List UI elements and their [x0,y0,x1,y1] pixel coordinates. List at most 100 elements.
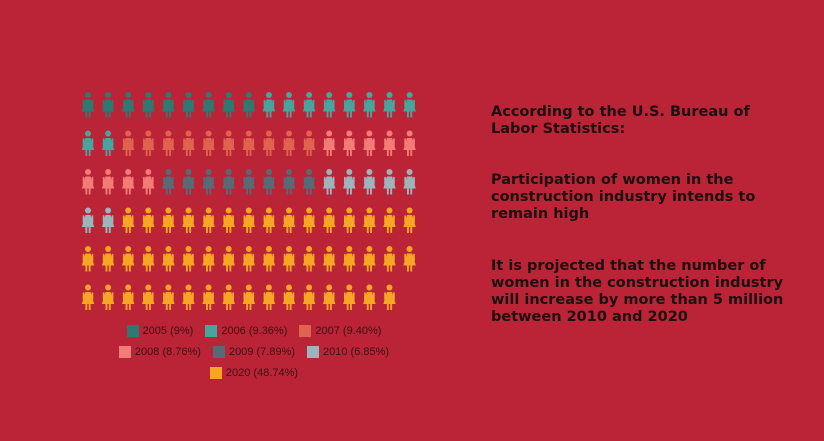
woman-icon [302,284,316,310]
legend-item-2008: 2008 (8.76%) [118,346,201,358]
legend-swatch-2007 [299,325,312,337]
woman-icon [343,169,356,195]
woman-icon [162,92,175,118]
woman-icon [403,130,416,156]
woman-icon [403,92,416,118]
woman-icon [122,169,135,195]
woman-icon [363,284,376,310]
legend-swatch-2009 [212,346,225,358]
woman-icon [122,92,135,118]
legend-swatch-2005 [126,325,139,337]
woman-icon [222,207,235,233]
legend-label-2005: 2005 (9%) [142,325,194,337]
woman-icon [323,130,336,156]
legend-item-2010: 2010 (6.85%) [307,346,389,358]
woman-icon [282,169,296,195]
woman-icon [343,130,356,156]
woman-icon [323,246,336,272]
legend-item-2007: 2007 (9.40%) [299,325,381,337]
woman-icon [262,169,276,195]
woman-icon [222,246,235,272]
woman-icon [323,284,336,310]
woman-icon [302,169,316,195]
pictograph-chart [81,92,416,310]
woman-icon [122,284,135,310]
woman-icon [363,207,376,233]
woman-icon [343,284,356,310]
woman-icon [242,169,255,195]
woman-icon [383,169,396,195]
woman-icon [182,284,195,310]
legend-label-2020: 2020 (48.74%) [225,367,299,379]
legend-swatch-2020 [209,367,222,379]
woman-icon [122,207,135,233]
woman-icon [282,246,296,272]
woman-icon [323,207,336,233]
woman-icon [202,130,215,156]
woman-icon [182,130,195,156]
woman-icon [343,207,356,233]
woman-icon [222,284,235,310]
woman-icon [142,246,155,272]
woman-icon [142,207,155,233]
woman-icon [222,169,235,195]
woman-icon [343,92,356,118]
woman-icon [383,207,396,233]
woman-icon [101,207,115,233]
woman-icon [302,130,316,156]
woman-icon [363,130,376,156]
woman-icon [122,130,135,156]
woman-icon [302,207,316,233]
legend-item-2020: 2020 (48.74%) [209,367,299,379]
woman-icon [101,284,115,310]
legend-item-2006: 2006 (9.36%) [205,325,287,337]
woman-icon [302,92,316,118]
legend-swatch-2008 [118,346,131,358]
legend-label-2010: 2010 (6.85%) [323,346,390,358]
legend-label-2006: 2006 (9.36%) [221,325,288,337]
woman-icon [202,207,215,233]
woman-icon [182,92,195,118]
woman-icon [162,130,175,156]
woman-icon [242,130,255,156]
woman-icon [302,246,316,272]
woman-icon [202,92,215,118]
woman-icon [363,92,376,118]
legend-row-3: 2020 (48.74%) [74,367,434,379]
woman-icon [282,92,296,118]
woman-icon [182,207,195,233]
woman-icon [202,246,215,272]
intro-text: According to the U.S. Bureau of Labor St… [491,104,750,137]
woman-icon [222,92,235,118]
woman-icon [101,169,115,195]
legend-item-2009: 2009 (7.89%) [212,346,295,358]
woman-icon [182,169,195,195]
woman-icon [162,169,175,195]
woman-icon [162,207,175,233]
legend-label-2008: 2008 (8.76%) [134,346,201,358]
woman-icon [403,246,416,272]
woman-icon [323,169,336,195]
woman-icon [262,130,276,156]
woman-icon [202,284,215,310]
woman-icon [383,92,396,118]
woman-icon [383,284,396,310]
woman-icon [242,207,255,233]
woman-icon [262,207,276,233]
woman-icon [282,284,296,310]
woman-icon [282,207,296,233]
woman-icon [403,169,416,195]
woman-icon [262,246,276,272]
woman-icon [142,284,155,310]
woman-icon [262,92,276,118]
woman-icon [262,284,276,310]
woman-icon [101,246,115,272]
legend-swatch-2010 [307,346,320,358]
woman-icon [162,284,175,310]
woman-icon [363,246,376,272]
participation-text: Participation of women in the constructi… [491,172,756,222]
woman-icon [403,207,416,233]
woman-icon [383,130,396,156]
woman-icon [182,246,195,272]
projection-text: It is projected that the number of women… [491,258,784,325]
